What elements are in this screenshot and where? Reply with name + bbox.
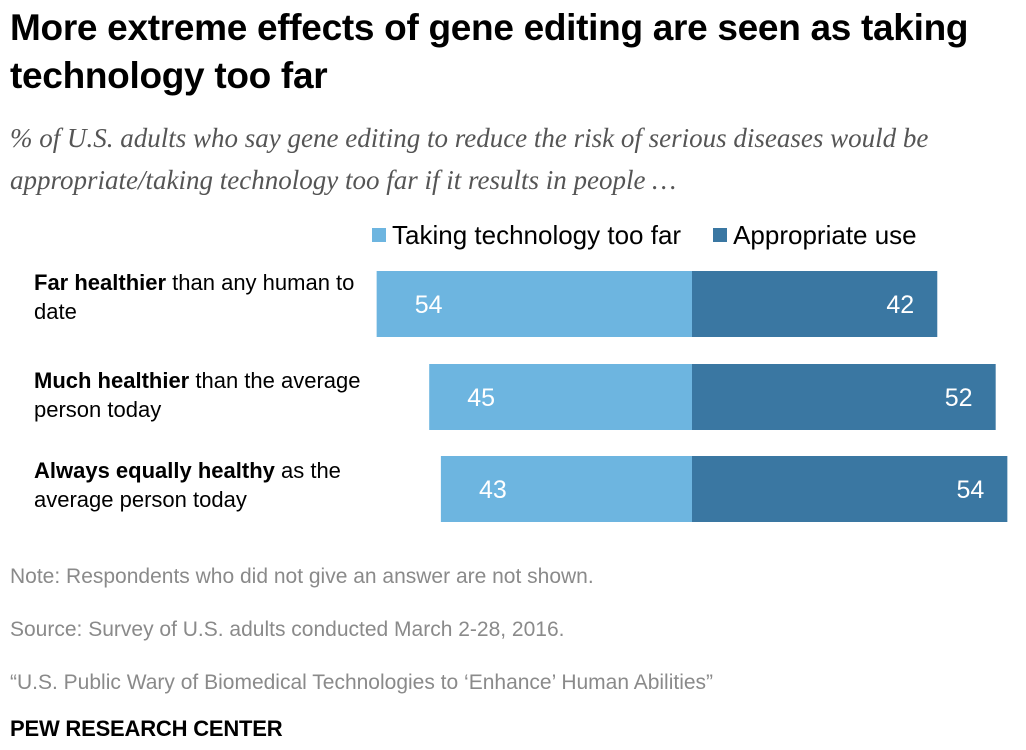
value-label-appropriate: 54 — [956, 476, 984, 504]
value-label-too-far: 43 — [479, 476, 507, 504]
bar-too-far — [376, 271, 692, 337]
legend-item-appropriate: Appropriate use — [713, 220, 917, 251]
bar-too-far — [440, 456, 692, 522]
category-label-rest: as the average person today — [34, 458, 341, 512]
bar-appropriate — [692, 456, 1008, 522]
footer-source: Source: Survey of U.S. adults conducted … — [10, 618, 565, 641]
legend-swatch-too-far — [372, 228, 386, 242]
category-label-rest: than any human to date — [34, 270, 355, 324]
category-label-much-healthier: Much healthier than the average person t… — [34, 366, 364, 424]
bar-appropriate — [692, 364, 996, 430]
value-label-appropriate: 52 — [945, 384, 973, 412]
category-label-bold: Much healthier — [34, 368, 190, 393]
legend-item-too-far: Taking technology too far — [372, 220, 681, 251]
legend-label-appropriate: Appropriate use — [733, 219, 917, 250]
footer-report-title: “U.S. Public Wary of Biomedical Technolo… — [10, 671, 714, 694]
bar-row: 43 54 — [440, 456, 1008, 522]
chart-legend: Taking technology too far Appropriate us… — [372, 219, 917, 251]
bar-row: 45 52 — [429, 364, 996, 430]
bar-too-far — [429, 364, 692, 430]
category-label-bold: Always equally healthy — [34, 458, 275, 483]
bar-row: 54 42 — [376, 271, 938, 337]
category-label-bold: Far healthier — [34, 270, 167, 295]
chart-subtitle: % of U.S. adults who say gene editing to… — [10, 123, 929, 195]
value-label-too-far: 54 — [415, 291, 443, 319]
category-label-rest: than the average person today — [34, 368, 361, 422]
chart-title: More extreme effects of gene editing are… — [10, 7, 969, 96]
value-label-appropriate: 42 — [886, 291, 914, 319]
legend-swatch-appropriate — [713, 228, 728, 242]
category-label-equally-healthy: Always equally healthy as the average pe… — [34, 456, 364, 514]
category-label-far-healthier: Far healthier than any human to date — [34, 268, 364, 326]
value-label-too-far: 45 — [467, 384, 495, 412]
pew-logo-text: PEW RESEARCH CENTER — [10, 716, 283, 741]
bar-appropriate — [692, 271, 938, 337]
legend-label-too-far: Taking technology too far — [392, 219, 682, 250]
footer-note: Note: Respondents who did not give an an… — [10, 565, 594, 588]
